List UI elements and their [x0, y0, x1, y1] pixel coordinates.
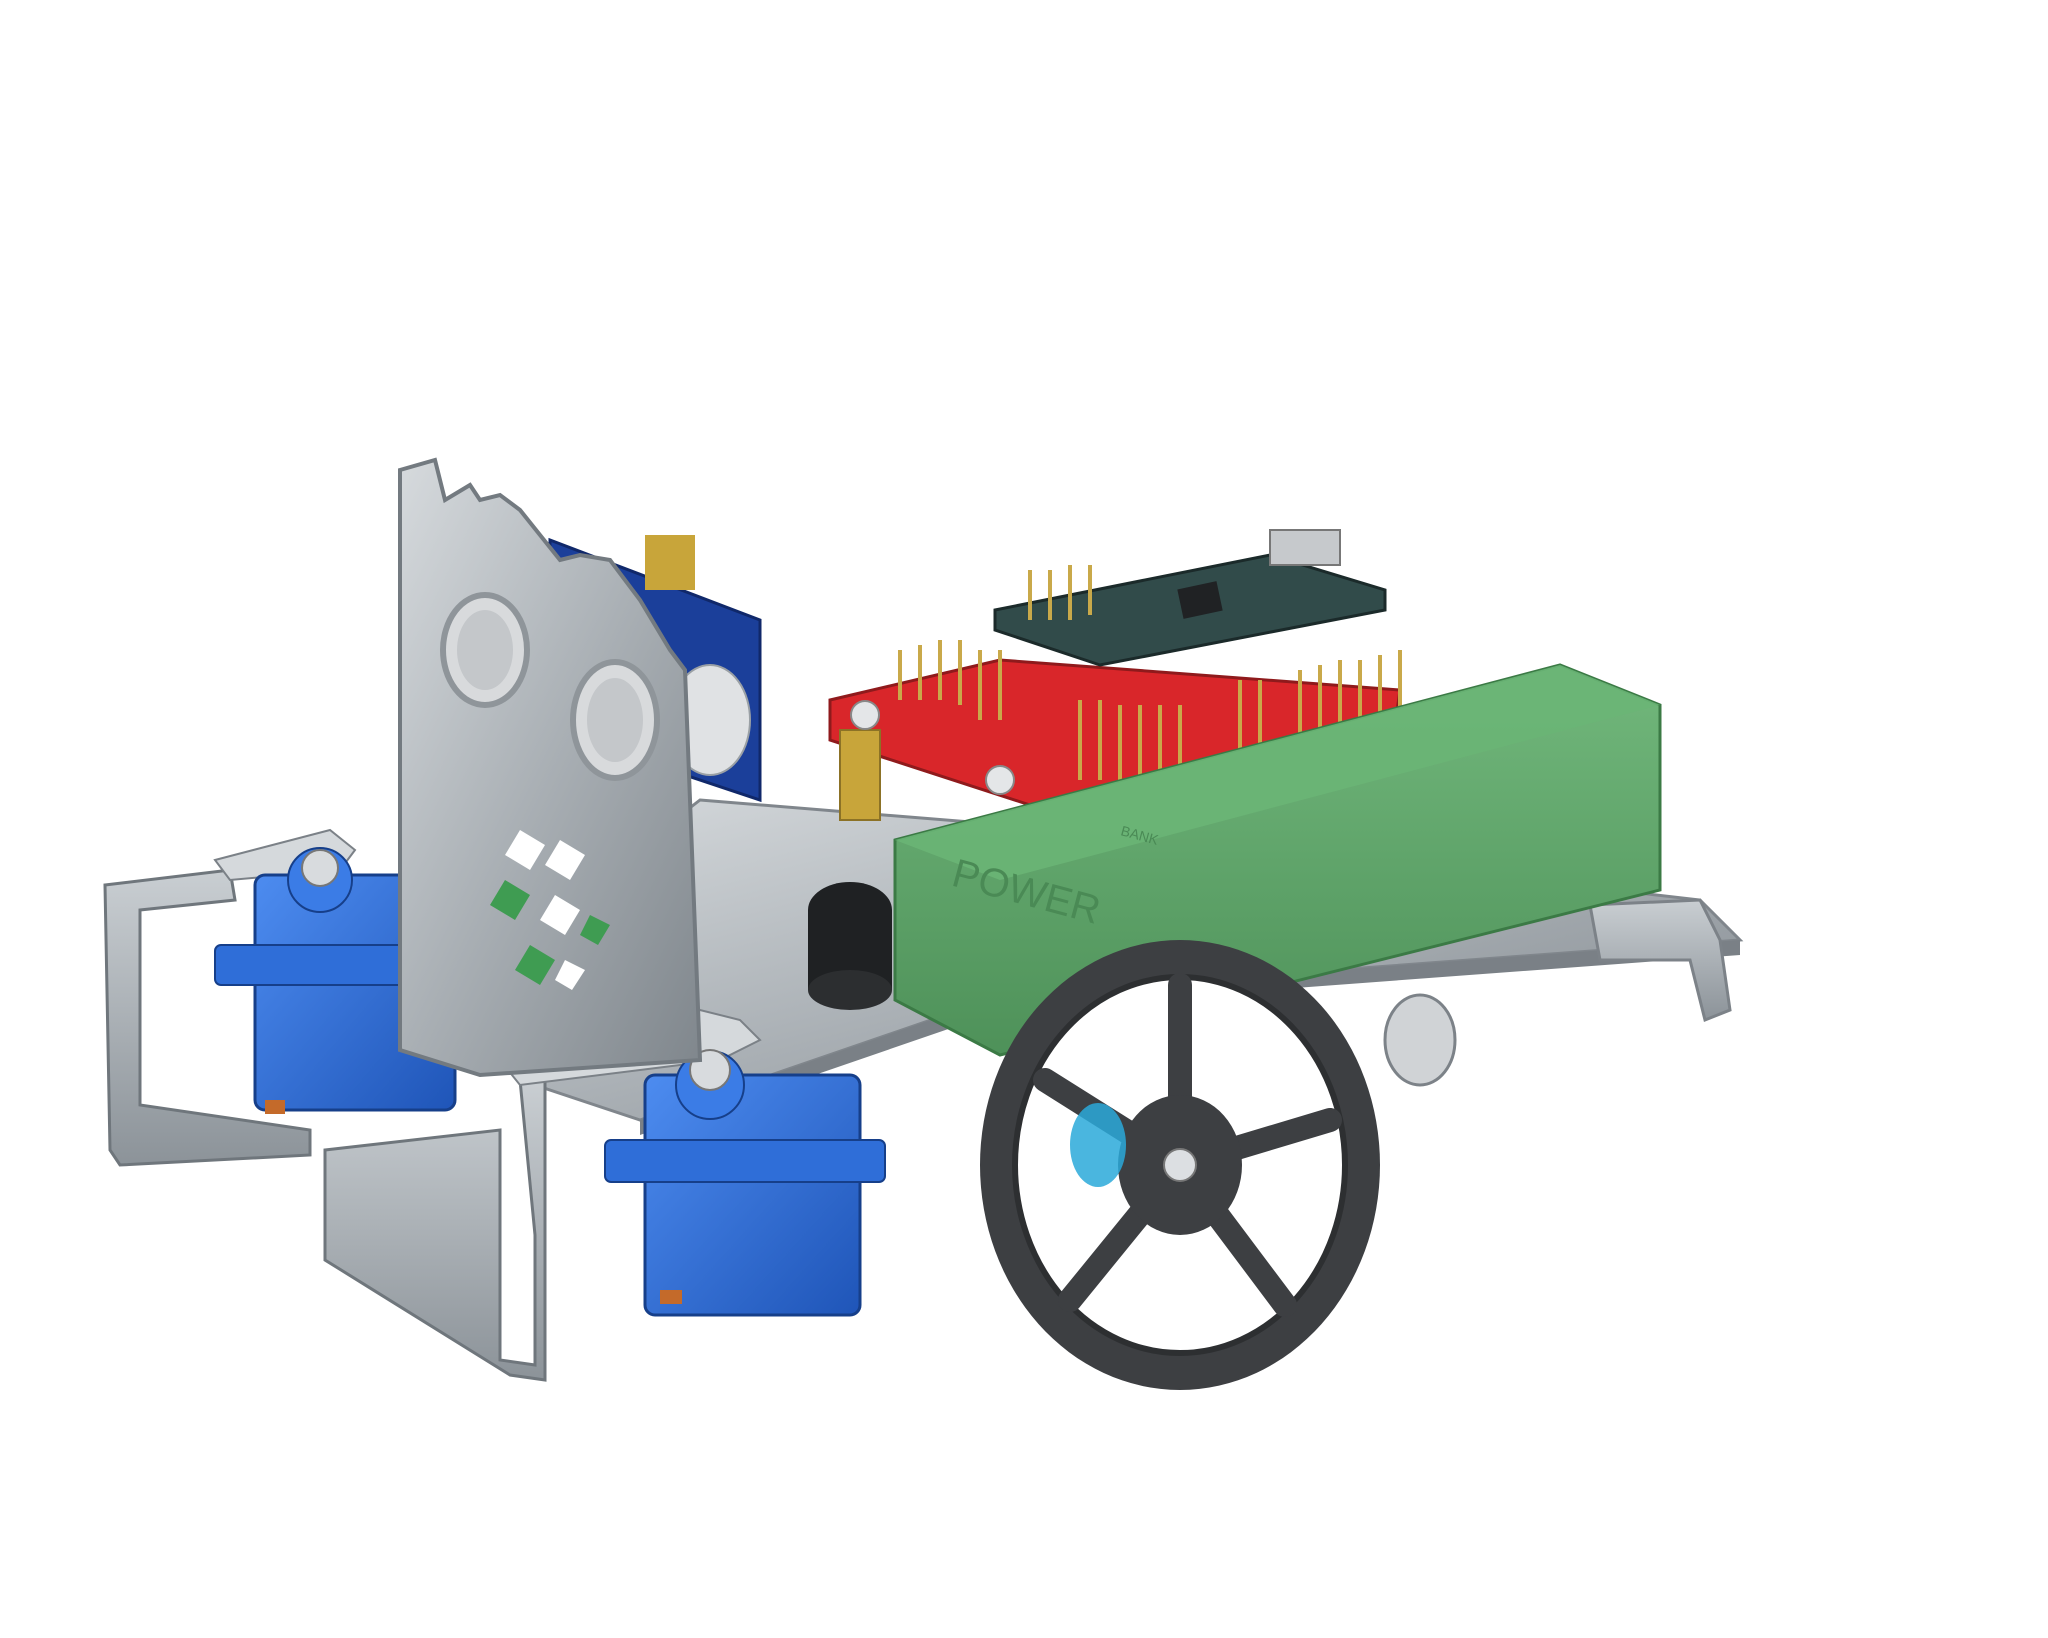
servo-right — [604, 1049, 886, 1317]
rear-caster — [1383, 993, 1457, 1087]
power-bank: POWER BANK — [893, 663, 1662, 1057]
rear-bracket — [1588, 898, 1732, 1023]
drive-wheel — [980, 940, 1380, 1390]
logo-icon — [490, 830, 610, 990]
microcontroller-board — [993, 529, 1387, 667]
buzzer — [808, 882, 892, 1010]
robot-head-plate — [398, 457, 703, 1078]
wheel-screw — [1163, 1148, 1197, 1182]
front-bumper-left — [103, 868, 547, 1382]
